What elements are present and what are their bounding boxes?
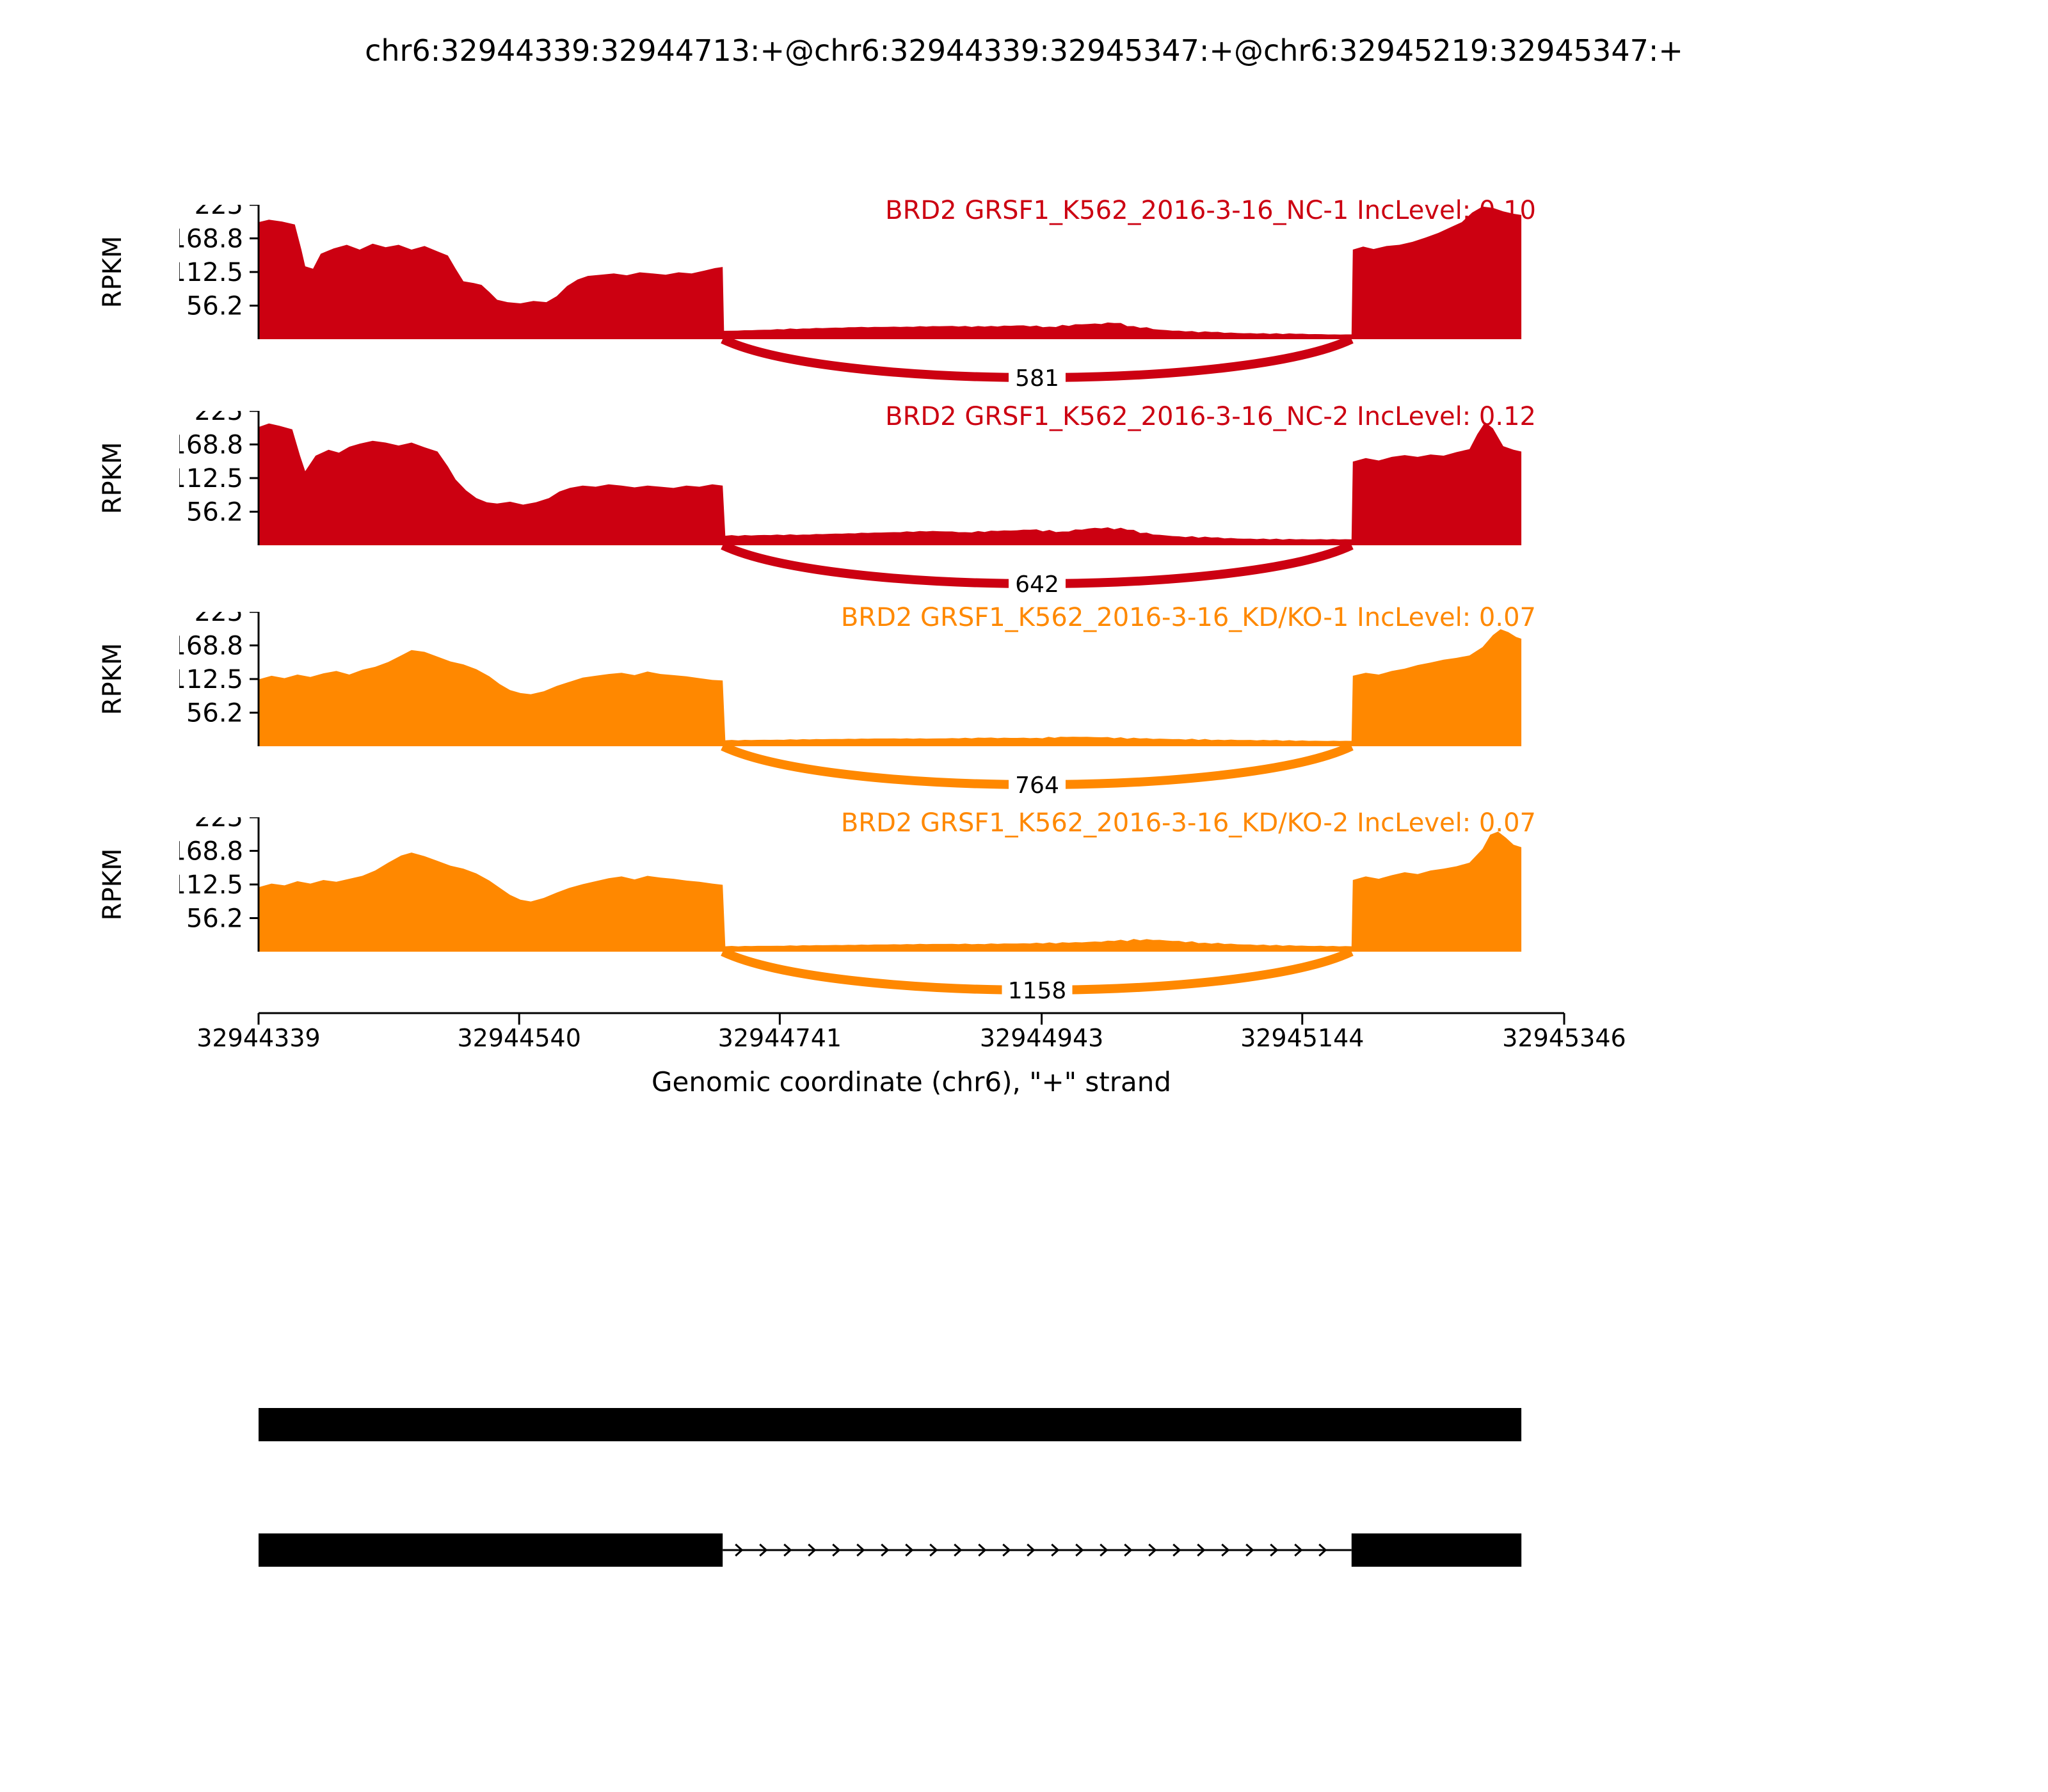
x-axis [257,1012,1565,1025]
track-kdko-2: BRD2 GRSF1_K562_2016-3-16_KD/KO-2 IncLev… [0,808,2048,1035]
x-tick-label: 32945346 [1502,1024,1626,1052]
y-tick-label: 168.8 [179,631,243,660]
strand-arrow-icon [735,1543,744,1557]
coverage-area [259,422,1522,545]
strand-arrow-icon [1197,1543,1206,1557]
track-title: BRD2 GRSF1_K562_2016-3-16_NC-2 IncLevel:… [885,402,1536,431]
exon-block [259,1408,1522,1441]
x-tick-label: 32944339 [196,1024,321,1052]
junction-count-bg [1009,365,1066,393]
strand-arrow-icon [1100,1543,1108,1557]
junction-count-bg [1009,571,1066,599]
strand-arrow-icon [1002,1543,1011,1557]
y-tick-label: 56.2 [186,292,243,321]
junction-count-label: 764 [1015,772,1059,799]
y-axis-title: RPKM [98,643,127,716]
strand-arrow-icon [808,1543,817,1557]
strand-arrow-icon [1051,1543,1060,1557]
y-tick-label: 225 [195,612,243,627]
y-tick-label: 56.2 [186,498,243,527]
strand-arrow-icon [759,1543,768,1557]
strand-arrow-icon [1245,1543,1254,1557]
coverage-plot: 225 168.8 112.5 56.2 581 [179,205,1522,393]
y-tick-label: 225 [195,411,243,426]
strand-arrow-icon [1172,1543,1181,1557]
strand-arrow-icon [783,1543,792,1557]
strand-arrow-icon [856,1543,865,1557]
track-title: BRD2 GRSF1_K562_2016-3-16_NC-1 IncLevel:… [885,196,1536,225]
coverage-area [259,206,1522,339]
track-title: BRD2 GRSF1_K562_2016-3-16_KD/KO-1 IncLev… [840,603,1536,632]
coverage-area [259,831,1522,952]
junction-count-label: 1158 [1008,978,1067,1004]
figure-title: chr6:32944339:32944713:+@chr6:32944339:3… [365,33,1683,68]
strand-arrow-icon [1221,1543,1230,1557]
strand-arrow-icon [905,1543,914,1557]
strand-arrow-icon [1027,1543,1036,1557]
track-kdko-1: BRD2 GRSF1_K562_2016-3-16_KD/KO-1 IncLev… [0,603,2048,829]
y-tick-label: 168.8 [179,430,243,460]
exon-block [259,1533,723,1567]
track-nc-1: BRD2 GRSF1_K562_2016-3-16_NC-1 IncLevel:… [0,196,2048,422]
junction-count-label: 642 [1015,572,1059,598]
y-tick-label: 112.5 [179,464,243,493]
coverage-area [259,629,1522,746]
gene-model [259,1408,1522,1567]
y-tick-label: 225 [195,205,243,220]
strand-arrow-icon [1294,1543,1303,1557]
y-tick-label: 56.2 [186,904,243,934]
junction-count-bg [1002,977,1073,1005]
y-tick-label: 112.5 [179,870,243,900]
x-tick-label: 32944540 [457,1024,581,1052]
y-tick-label: 225 [195,817,243,833]
x-tick-label: 32945144 [1240,1024,1364,1052]
x-axis-title: Genomic coordinate (chr6), "+" strand [651,1066,1172,1098]
track-title: BRD2 GRSF1_K562_2016-3-16_KD/KO-2 IncLev… [840,808,1536,838]
strand-arrow-icon [832,1543,841,1557]
strand-arrow-icon [1124,1543,1133,1557]
x-tick-label: 32944741 [717,1024,842,1052]
strand-arrow-icon [954,1543,963,1557]
y-tick-label: 168.8 [179,836,243,866]
strand-arrow-icon [881,1543,890,1557]
y-tick-label: 112.5 [179,665,243,694]
y-axis-title: RPKM [98,442,127,515]
strand-arrow-icon [929,1543,938,1557]
track-nc-2: BRD2 GRSF1_K562_2016-3-16_NC-2 IncLevel:… [0,402,2048,628]
strand-arrow-icon [978,1543,987,1557]
coverage-plot: 225 168.8 112.5 56.2 642 [179,411,1522,599]
junction-count-label: 581 [1015,365,1059,392]
y-axis-title: RPKM [98,848,127,921]
y-tick-label: 112.5 [179,258,243,287]
y-tick-label: 168.8 [179,224,243,253]
y-tick-label: 56.2 [186,699,243,728]
junction-count-bg [1009,772,1066,800]
strand-arrow-icon [1148,1543,1157,1557]
strand-arrow-icon [1318,1543,1327,1557]
strand-arrow-icon [1270,1543,1279,1557]
coverage-plot: 225 168.8 112.5 56.2 1158 [179,817,1522,1005]
coverage-plot: 225 168.8 112.5 56.2 764 [179,612,1522,800]
strand-arrow-icon [1075,1543,1084,1557]
x-tick-label: 32944943 [979,1024,1104,1052]
exon-block [1351,1533,1522,1567]
y-axis-title: RPKM [98,236,127,308]
